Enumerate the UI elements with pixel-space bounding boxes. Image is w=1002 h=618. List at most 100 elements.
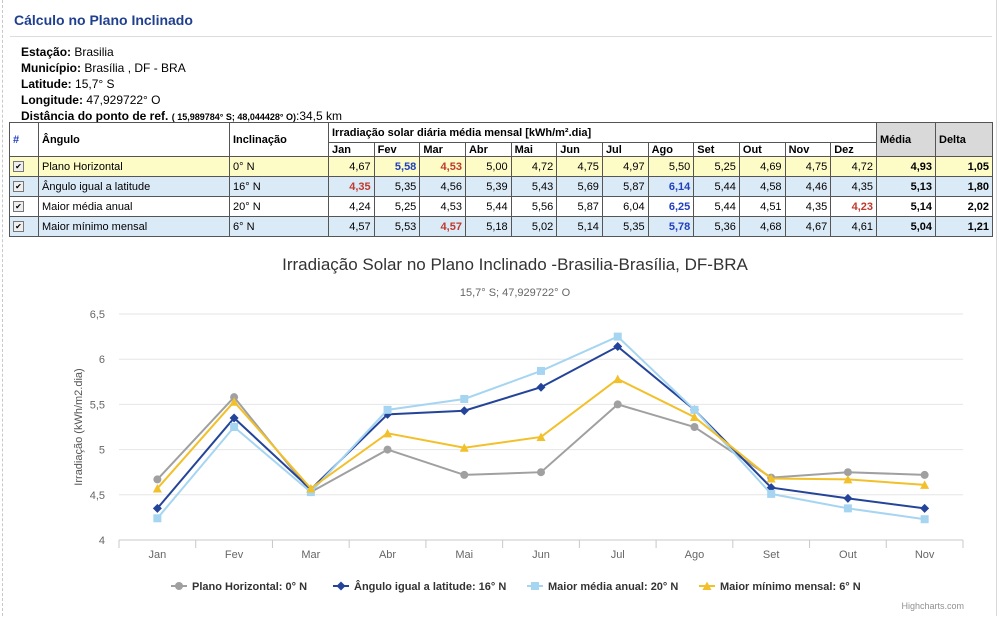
month-header-jun: Jun bbox=[556, 142, 603, 157]
media-header: Média bbox=[876, 122, 936, 157]
data-point bbox=[536, 382, 546, 392]
month-header-abr: Abr bbox=[464, 142, 512, 157]
chart-legend[interactable]: Plano Horizontal: 0° N Ângulo igual a lat… bbox=[171, 580, 861, 593]
legend-item-1[interactable]: Plano Horizontal: 0° N bbox=[171, 581, 307, 593]
value-cell-jul: 5,35 bbox=[601, 216, 649, 237]
x-tick-label: Out bbox=[839, 549, 857, 561]
data-point bbox=[153, 475, 162, 484]
value-cell-nov: 4,67 bbox=[784, 216, 832, 237]
data-point bbox=[920, 480, 930, 489]
longitude-row: Longitude: 47,929722° O bbox=[21, 92, 342, 108]
table-row: ✔ Maior mínimo mensal 6° N 4,57 5,53 4,57 5,18… bbox=[9, 216, 993, 237]
value-cell-jan: 4,24 bbox=[328, 196, 375, 217]
x-tick-label: Abr bbox=[379, 549, 396, 561]
legend-marker bbox=[175, 582, 183, 590]
data-point bbox=[843, 468, 852, 477]
month-header-jan: Jan bbox=[328, 142, 375, 157]
row-checkbox[interactable]: ✔ bbox=[13, 221, 24, 233]
data-point bbox=[843, 493, 853, 503]
data-point bbox=[920, 515, 929, 524]
value-cell-dez: 4,23 bbox=[830, 196, 877, 217]
value-cell-mar: 4,57 bbox=[419, 216, 466, 237]
x-tick-label: Set bbox=[763, 549, 780, 561]
month-header-mai: Mai bbox=[510, 142, 558, 157]
value-cell-fev: 5,25 bbox=[373, 196, 421, 217]
legend-item-4[interactable]: Maior mínimo mensal: 6° N bbox=[699, 581, 861, 593]
value-cell-set: 5,44 bbox=[693, 196, 740, 217]
value-cell-mai: 5,02 bbox=[510, 216, 558, 237]
value-cell-mai: 5,43 bbox=[510, 176, 558, 197]
series-1 bbox=[153, 393, 929, 497]
value-cell-abr: 5,00 bbox=[464, 156, 512, 177]
legend-marker bbox=[702, 581, 712, 590]
data-point bbox=[229, 413, 239, 423]
value-cell-dez: 4,61 bbox=[830, 216, 877, 237]
data-point bbox=[689, 412, 699, 422]
legend-label: Maior média anual: 20° N bbox=[548, 581, 678, 593]
value-cell-ago: 6,14 bbox=[647, 176, 695, 197]
inclination-header: Inclinação bbox=[229, 122, 329, 157]
value-cell-abr: 5,39 bbox=[464, 176, 512, 197]
row-checkbox-cell: ✔ bbox=[9, 216, 39, 237]
value-cell-mar: 4,53 bbox=[419, 196, 466, 217]
legend-label: Maior mínimo mensal: 6° N bbox=[720, 581, 861, 593]
data-point bbox=[690, 423, 699, 431]
legend-marker bbox=[336, 581, 346, 591]
month-header-fev: Fev bbox=[373, 142, 421, 157]
value-cell-set: 5,44 bbox=[693, 176, 740, 197]
data-point bbox=[152, 483, 162, 493]
data-point bbox=[690, 405, 699, 414]
y-tick-label: 4,5 bbox=[90, 490, 105, 502]
row-inclination: 0° N bbox=[229, 156, 329, 177]
y-tick-label: 4 bbox=[99, 535, 105, 547]
row-checkbox[interactable]: ✔ bbox=[13, 201, 24, 213]
y-tick-label: 6,5 bbox=[90, 309, 105, 321]
value-cell-jul: 5,87 bbox=[601, 176, 649, 197]
value-cell-out: 4,68 bbox=[738, 216, 786, 237]
irradiation-group-header: Irradiação solar diária média mensal [kW… bbox=[328, 122, 877, 143]
row-checkbox-cell: ✔ bbox=[9, 176, 39, 197]
x-tick-label: Ago bbox=[685, 549, 705, 561]
row-checkbox-cell: ✔ bbox=[9, 156, 39, 177]
value-cell-jan: 4,35 bbox=[328, 176, 375, 197]
delta-header: Delta bbox=[935, 122, 993, 157]
latitude-row: Latitude: 15,7° S bbox=[21, 76, 342, 92]
row-delta: 2,02 bbox=[935, 196, 993, 217]
title-divider bbox=[10, 36, 992, 37]
distance-value: :34,5 km bbox=[296, 109, 343, 123]
value-cell-set: 5,36 bbox=[693, 216, 740, 237]
municipality-value: Brasília , DF - BRA bbox=[84, 61, 186, 75]
value-cell-jan: 4,57 bbox=[328, 216, 375, 237]
legend-marker bbox=[531, 582, 539, 590]
month-header-dez: Dez bbox=[830, 142, 877, 157]
value-cell-nov: 4,75 bbox=[784, 156, 832, 177]
row-checkbox[interactable]: ✔ bbox=[13, 181, 24, 193]
data-point bbox=[536, 432, 546, 441]
data-point bbox=[766, 474, 776, 483]
value-cell-ago: 5,50 bbox=[647, 156, 695, 177]
data-point bbox=[613, 332, 622, 341]
row-media: 4,93 bbox=[876, 156, 936, 177]
data-point bbox=[306, 483, 316, 493]
value-cell-fev: 5,35 bbox=[373, 176, 421, 197]
legend-item-3[interactable]: Maior média anual: 20° N bbox=[527, 581, 678, 593]
distance-label: Distância do ponto de ref. bbox=[21, 109, 169, 123]
chart-title: Irradiação Solar no Plano Inclinado -Bra… bbox=[282, 255, 748, 274]
legend-item-2[interactable]: Ângulo igual a latitude: 16° N bbox=[333, 580, 506, 593]
chart-series bbox=[152, 332, 930, 524]
longitude-label: Longitude: bbox=[21, 93, 83, 107]
value-cell-fev: 5,53 bbox=[373, 216, 421, 237]
data-point bbox=[920, 503, 930, 513]
highcharts-credit[interactable]: Highcharts.com bbox=[901, 601, 964, 611]
value-cell-jul: 6,04 bbox=[601, 196, 649, 217]
data-point bbox=[152, 503, 162, 513]
row-media: 5,04 bbox=[876, 216, 936, 237]
value-cell-dez: 4,72 bbox=[830, 156, 877, 177]
row-checkbox-cell: ✔ bbox=[9, 196, 39, 217]
value-cell-mai: 5,56 bbox=[510, 196, 558, 217]
row-checkbox[interactable]: ✔ bbox=[13, 161, 24, 173]
row-inclination: 6° N bbox=[229, 216, 329, 237]
data-point bbox=[383, 428, 393, 438]
value-cell-dez: 4,35 bbox=[830, 176, 877, 197]
station-label: Estação: bbox=[21, 45, 72, 59]
